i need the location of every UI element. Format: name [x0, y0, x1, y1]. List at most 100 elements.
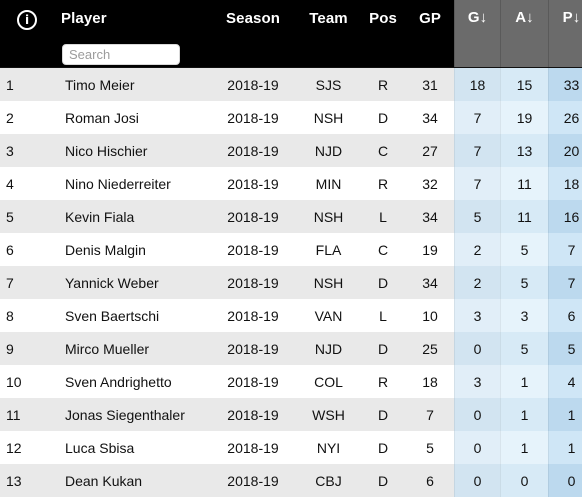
a-cell: 19: [500, 101, 548, 134]
g-cell: 0: [454, 464, 500, 497]
pos-cell: R: [377, 76, 389, 93]
gp-cell: 19: [422, 241, 438, 258]
p-cell: 1: [548, 431, 582, 464]
pos-cell: R: [377, 373, 389, 390]
gp-column-header[interactable]: GP: [406, 0, 454, 67]
table-row[interactable]: 4 Nino Niederreiter 2018-19 MIN R 32 7 11 18: [0, 167, 582, 200]
g-cell: 18: [454, 68, 500, 101]
table-row[interactable]: 5 Kevin Fiala 2018-19 NSH L 34 5 11 16: [0, 200, 582, 233]
gp-cell: 5: [426, 439, 434, 456]
table-header: i Player Season Team Pos GP G↓ A↓ P↓: [0, 0, 582, 68]
table-row[interactable]: 9 Mirco Mueller 2018-19 NJD D 25 0 5 5: [0, 332, 582, 365]
pos-cell: D: [377, 439, 389, 456]
a-cell: 1: [500, 398, 548, 431]
a-cell: 15: [500, 68, 548, 101]
table-row[interactable]: 10 Sven Andrighetto 2018-19 COL R 18 3 1 4: [0, 365, 582, 398]
team-column-header[interactable]: Team: [297, 0, 360, 67]
g-cell: 0: [454, 398, 500, 431]
gp-cell: 6: [426, 472, 434, 489]
player-name-cell: Roman Josi: [65, 109, 139, 126]
p-cell: 6: [548, 299, 582, 332]
g-cell: 3: [454, 365, 500, 398]
table-row[interactable]: 11 Jonas Siegenthaler 2018-19 WSH D 7 0 1 1: [0, 398, 582, 431]
season-cell: 2018-19: [227, 307, 279, 324]
player-name-cell: Denis Malgin: [65, 241, 146, 258]
rank-cell: 11: [6, 406, 21, 423]
gp-cell: 7: [426, 406, 434, 423]
player-header-label: Player: [61, 10, 107, 27]
p-cell: 0: [548, 464, 582, 497]
p-cell: 26: [548, 101, 582, 134]
g-cell: 7: [454, 167, 500, 200]
search-input[interactable]: [62, 44, 180, 65]
rank-cell: 8: [6, 307, 14, 324]
season-cell: 2018-19: [227, 76, 279, 93]
team-cell: MIN: [315, 175, 342, 192]
season-cell: 2018-19: [227, 208, 279, 225]
a-cell: 5: [500, 266, 548, 299]
pos-cell: D: [377, 274, 389, 291]
table-row[interactable]: 2 Roman Josi 2018-19 NSH D 34 7 19 26: [0, 101, 582, 134]
table-row[interactable]: 12 Luca Sbisa 2018-19 NYI D 5 0 1 1: [0, 431, 582, 464]
player-column-header[interactable]: Player: [59, 0, 209, 67]
p-cell: 4: [548, 365, 582, 398]
table-row[interactable]: 13 Dean Kukan 2018-19 CBJ D 6 0 0 0: [0, 464, 582, 497]
info-column-header: i: [0, 0, 59, 67]
p-column-header[interactable]: P↓: [548, 0, 582, 67]
season-cell: 2018-19: [227, 472, 279, 489]
a-column-header[interactable]: A↓: [500, 0, 548, 67]
player-name-cell: Yannick Weber: [65, 274, 159, 291]
a-cell: 0: [500, 464, 548, 497]
a-cell: 3: [500, 299, 548, 332]
rank-cell: 9: [6, 340, 14, 357]
team-cell: NJD: [314, 340, 343, 357]
pos-column-header[interactable]: Pos: [360, 0, 406, 67]
g-cell: 3: [454, 299, 500, 332]
a-cell: 13: [500, 134, 548, 167]
rank-cell: 3: [6, 142, 14, 159]
team-header-label: Team: [309, 10, 348, 27]
info-icon[interactable]: i: [17, 10, 37, 30]
gp-cell: 34: [422, 208, 438, 225]
team-cell: COL: [314, 373, 343, 390]
team-cell: NJD: [314, 142, 343, 159]
rank-cell: 7: [6, 274, 14, 291]
gp-header-label: GP: [419, 10, 441, 27]
table-row[interactable]: 8 Sven Baertschi 2018-19 VAN L 10 3 3 6: [0, 299, 582, 332]
season-cell: 2018-19: [227, 439, 279, 456]
gp-cell: 34: [422, 109, 438, 126]
g-cell: 2: [454, 233, 500, 266]
player-name-cell: Sven Andrighetto: [65, 373, 172, 390]
team-cell: NSH: [313, 274, 344, 291]
a-cell: 1: [500, 431, 548, 464]
player-name-cell: Luca Sbisa: [65, 439, 135, 456]
a-cell: 11: [500, 200, 548, 233]
player-name-cell: Nico Hischier: [65, 142, 148, 159]
season-column-header[interactable]: Season: [209, 0, 297, 67]
table-row[interactable]: 6 Denis Malgin 2018-19 FLA C 19 2 5 7: [0, 233, 582, 266]
team-cell: VAN: [314, 307, 343, 324]
gp-cell: 10: [422, 307, 438, 324]
table-row[interactable]: 3 Nico Hischier 2018-19 NJD C 27 7 13 20: [0, 134, 582, 167]
table-row[interactable]: 1 Timo Meier 2018-19 SJS R 31 18 15 33: [0, 68, 582, 101]
season-cell: 2018-19: [227, 406, 279, 423]
g-cell: 7: [454, 134, 500, 167]
g-cell: 0: [454, 332, 500, 365]
g-column-header[interactable]: G↓: [454, 0, 500, 67]
p-cell: 1: [548, 398, 582, 431]
season-cell: 2018-19: [227, 142, 279, 159]
g-cell: 0: [454, 431, 500, 464]
info-glyph: i: [24, 13, 30, 27]
a-cell: 5: [500, 332, 548, 365]
a-cell: 5: [500, 233, 548, 266]
team-cell: CBJ: [315, 472, 342, 489]
season-cell: 2018-19: [227, 109, 279, 126]
pos-cell: L: [379, 208, 387, 225]
table-row[interactable]: 7 Yannick Weber 2018-19 NSH D 34 2 5 7: [0, 266, 582, 299]
rank-cell: 1: [6, 76, 14, 93]
p-cell: 7: [548, 266, 582, 299]
pos-cell: D: [377, 109, 389, 126]
player-name-cell: Timo Meier: [65, 76, 135, 93]
a-header-label: A↓: [515, 9, 534, 26]
pos-cell: R: [377, 175, 389, 192]
